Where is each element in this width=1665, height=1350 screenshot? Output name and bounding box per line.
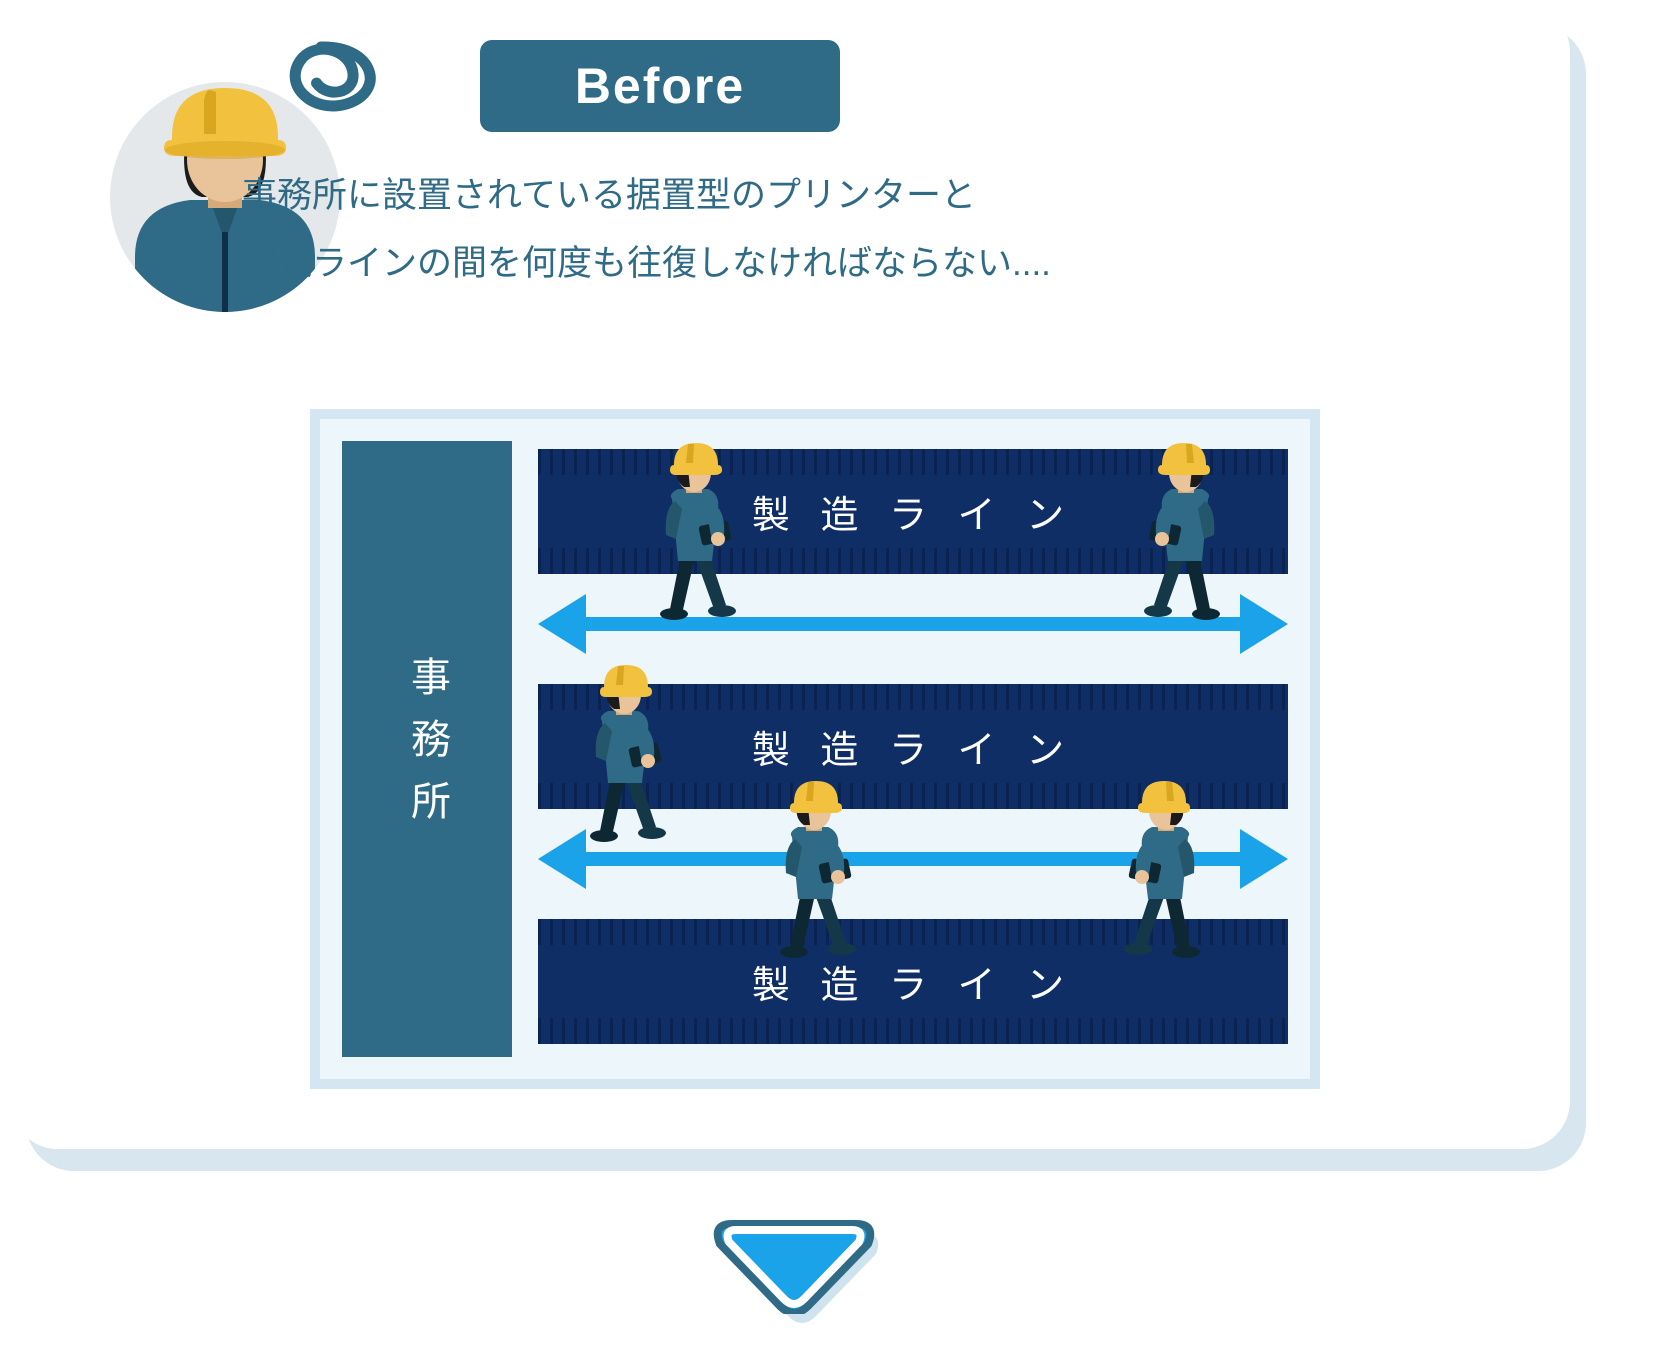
worker-icon [560,661,680,846]
badge-label: Before [575,57,745,115]
description: 事務所に設置されている据置型のプリンターと 製造ラインの間を何度も往復しなければ… [242,162,1510,299]
office-label: 事務所 [398,656,456,842]
office-box: 事務所 [342,441,512,1057]
manufacturing-line-label: 製 造 ラ イ ン [752,484,1074,539]
worker-icon [630,439,750,624]
worker-icon [750,777,870,962]
factory-diagram: 事務所 製 造 ラ イ ン製 造 ラ イ ン製 造 ラ イ ン [310,409,1320,1089]
before-card: Before 事務所に設置されている据置型のプリンターと 製造ラインの間を何度も… [10,4,1570,1149]
manufacturing-line-label: 製 造 ラ イ ン [752,719,1074,774]
description-line2: 製造ラインの間を何度も往復しなければならない.... [242,230,1510,298]
worker-icon [1130,439,1250,624]
worker-icon [1110,777,1230,962]
chevron-down-icon [712,1214,876,1314]
line-hatch-bottom [538,1018,1288,1044]
down-chevron [712,1214,892,1334]
description-line1: 事務所に設置されている据置型のプリンターと [242,162,1510,230]
manufacturing-line-label: 製 造 ラ イ ン [752,954,1074,1009]
before-badge: Before [480,40,840,132]
